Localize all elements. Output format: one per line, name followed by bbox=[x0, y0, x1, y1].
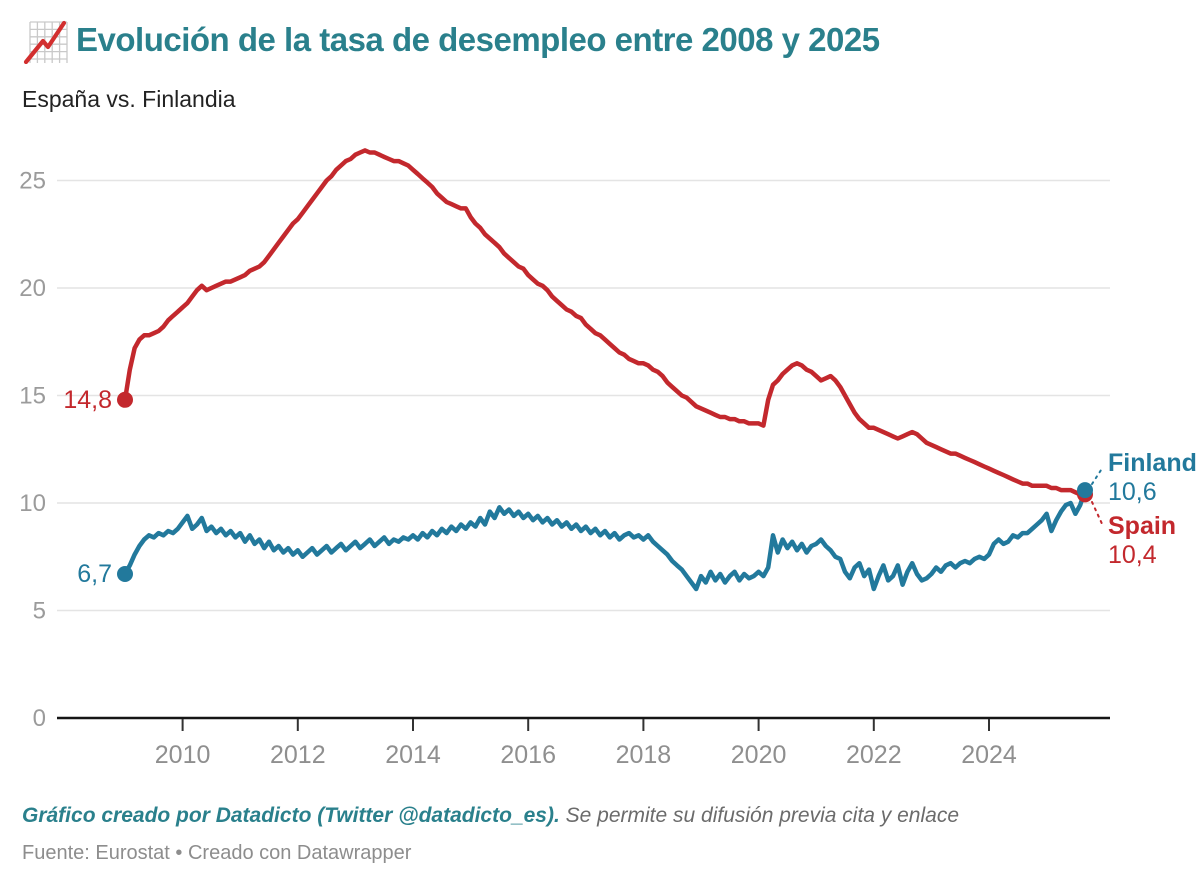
chart-increasing-icon bbox=[23, 20, 68, 64]
spain-end-value-label: 10,4 bbox=[1108, 541, 1157, 569]
y-axis-label: 15 bbox=[19, 383, 46, 410]
line-chart: 5 10 15 20 25 0 2010 2012 2014 2016 2018 2020 2022 2… bbox=[19, 148, 1197, 769]
gridlines: 5 10 15 20 25 bbox=[19, 168, 1110, 625]
x-axis-label: 2020 bbox=[731, 741, 787, 769]
spain-start-value-label: 14,8 bbox=[63, 386, 112, 414]
y-axis-label: 5 bbox=[33, 598, 46, 625]
spain-series-label: Spain bbox=[1108, 512, 1176, 540]
x-axis-label: 2012 bbox=[270, 741, 326, 769]
y-axis-label: 25 bbox=[19, 168, 46, 195]
spain-leader-line bbox=[1091, 501, 1104, 527]
finland-leader-line bbox=[1091, 466, 1104, 485]
spain-line bbox=[122, 148, 1088, 497]
page-title: Evolución de la tasa de desempleo entre … bbox=[76, 21, 880, 58]
y-axis-label: 20 bbox=[19, 275, 46, 302]
x-axis-label: 2016 bbox=[500, 741, 556, 769]
page-subtitle: España vs. Finlandia bbox=[22, 86, 236, 112]
y-axis-label: 0 bbox=[33, 705, 46, 732]
x-axis-label: 2024 bbox=[961, 741, 1017, 769]
finland-start-dot bbox=[117, 566, 133, 582]
finland-end-dot bbox=[1077, 482, 1093, 499]
finland-series-label: Finland bbox=[1108, 449, 1197, 477]
credit-text: Gráfico creado por Datadicto (Twitter @d… bbox=[22, 804, 560, 827]
y-axis-label: 10 bbox=[19, 490, 46, 517]
x-axis-label: 2018 bbox=[616, 741, 672, 769]
credit-line: Gráfico creado por Datadicto (Twitter @d… bbox=[22, 804, 959, 828]
source-line: Fuente: Eurostat • Creado con Datawrappe… bbox=[22, 842, 412, 864]
x-axis-label: 2014 bbox=[385, 741, 441, 769]
finland-end-value-label: 10,6 bbox=[1108, 478, 1157, 506]
license-note: Se permite su difusión previa cita y enl… bbox=[565, 804, 960, 827]
finland-line bbox=[122, 487, 1088, 592]
finland-start-value-label: 6,7 bbox=[77, 560, 112, 588]
spain-start-dot bbox=[117, 391, 133, 408]
x-axis-label: 2010 bbox=[155, 741, 211, 769]
x-axis-label: 2022 bbox=[846, 741, 902, 769]
x-axis: 0 2010 2012 2014 2016 2018 2020 2022 2024 bbox=[33, 705, 1110, 769]
header: Evolución de la tasa de desempleo entre … bbox=[20, 16, 880, 64]
